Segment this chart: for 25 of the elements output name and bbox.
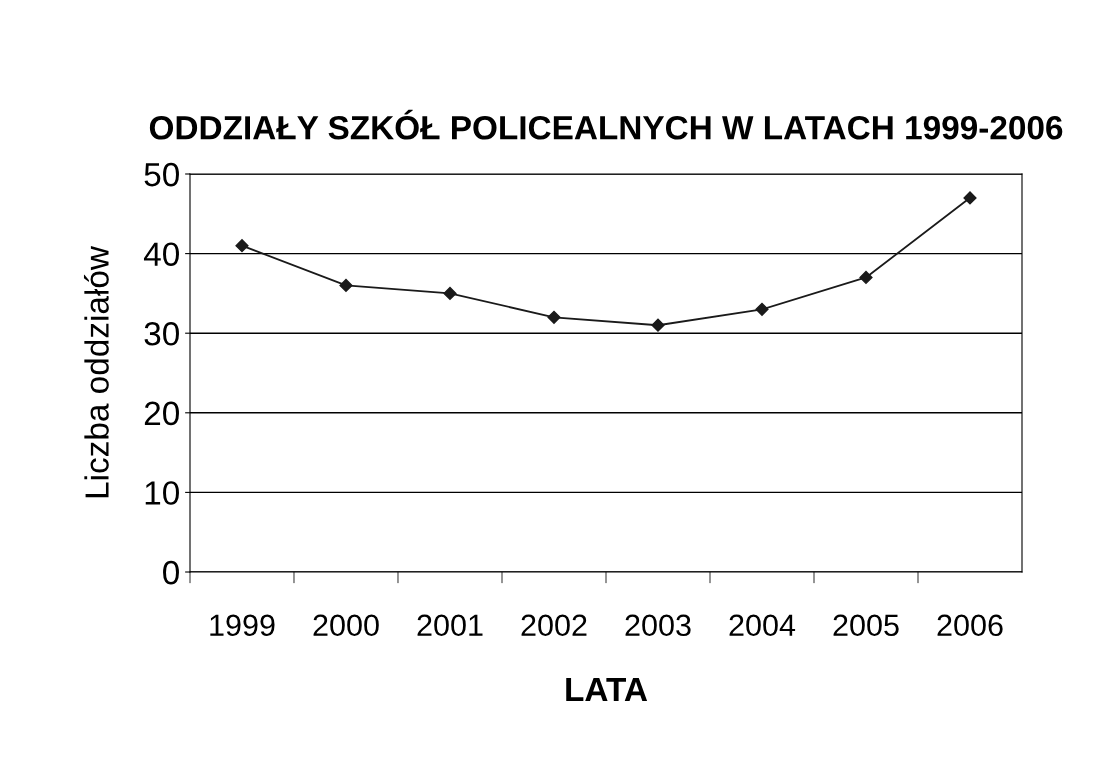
- chart-title: ODDZIAŁY SZKÓŁ POLICEALNYCH W LATACH 1999-2006: [149, 109, 1063, 140]
- y-tick-label: 10: [145, 481, 179, 505]
- x-tick-label: 2006: [937, 614, 1003, 637]
- y-tick-label: 40: [143, 242, 179, 267]
- y-tick-label: 30: [144, 322, 179, 346]
- y-tick-label: 50: [144, 162, 179, 187]
- point: [547, 310, 561, 324]
- x-tick-label: 2005: [833, 614, 899, 637]
- x-tick-label: 2001: [417, 614, 483, 637]
- point: [859, 270, 873, 285]
- point: [443, 286, 457, 300]
- y-tick-label: 0: [163, 560, 179, 585]
- x-tick-label: 2004: [729, 614, 796, 637]
- x-tick-label: 2000: [313, 614, 379, 637]
- y-tick-label: 20: [144, 401, 179, 426]
- point: [235, 239, 249, 253]
- point: [963, 191, 977, 205]
- x-tick-label: 2002: [521, 614, 587, 637]
- point: [755, 302, 769, 316]
- x-axis-title: LATA: [566, 678, 648, 702]
- point: [651, 318, 665, 332]
- x-tick-label: 1999: [210, 614, 275, 637]
- y-axis-title: Liczba oddziałów: [83, 245, 109, 498]
- point: [339, 278, 353, 293]
- x-tick-label: 2003: [625, 614, 691, 637]
